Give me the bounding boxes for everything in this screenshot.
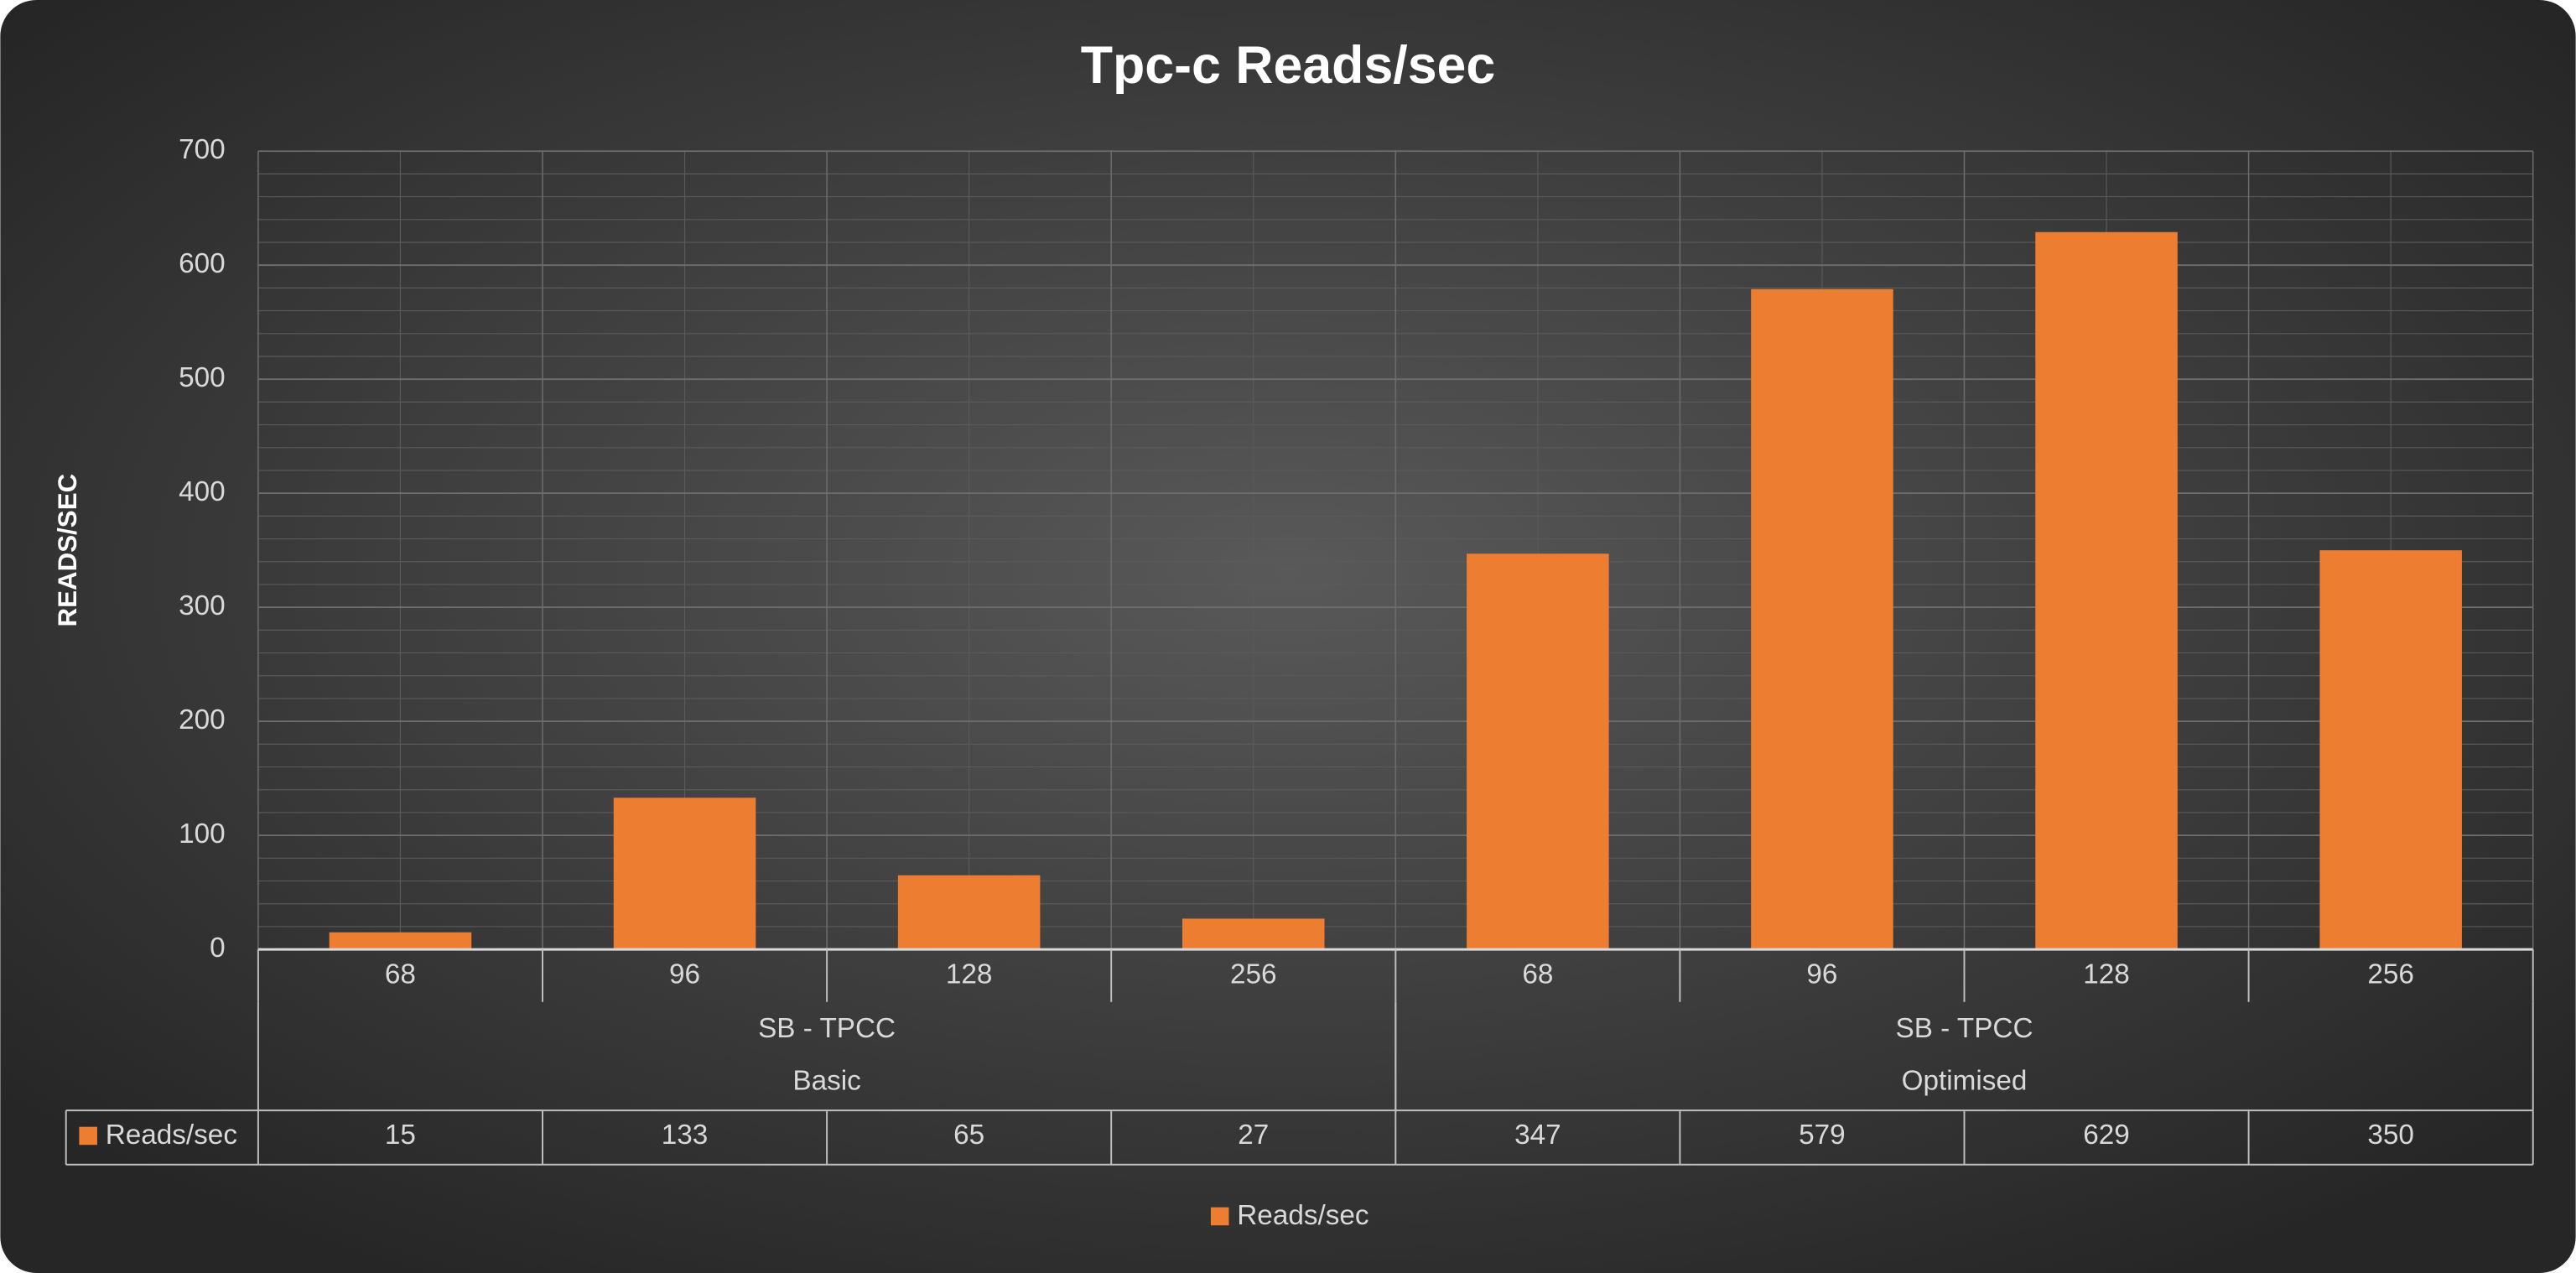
bar — [897, 875, 1041, 950]
bar — [2035, 231, 2178, 950]
y-tick-label: 700 — [179, 134, 226, 165]
legend-key — [79, 1126, 97, 1146]
table-value: 15 — [385, 1120, 416, 1151]
table-value: 350 — [2367, 1120, 2414, 1151]
bar — [1467, 553, 1609, 950]
x-tick-label: 68 — [385, 959, 416, 990]
chart-title: Tpc-c Reads/sec — [1081, 36, 1496, 95]
bar — [329, 932, 472, 950]
x-tick-label: 256 — [1230, 959, 1277, 990]
y-tick-label: 100 — [179, 818, 226, 850]
y-tick-label: 500 — [179, 362, 226, 393]
y-tick-label: 400 — [179, 476, 226, 507]
x-tick-label: 128 — [946, 959, 993, 990]
table-series-name: Reads/sec — [106, 1120, 237, 1151]
y-tick-label: 300 — [179, 590, 226, 621]
bar — [613, 798, 756, 950]
legend-key — [1210, 1207, 1229, 1226]
bar — [1751, 288, 1893, 950]
x-tick-label: 96 — [1806, 959, 1837, 990]
y-tick-label: 200 — [179, 704, 226, 735]
legend-label: Reads/sec — [1237, 1200, 1368, 1231]
table-value: 65 — [953, 1120, 984, 1151]
group-sublabel: Optimised — [1902, 1066, 2028, 1097]
x-tick-label: 256 — [2367, 959, 2414, 990]
table-value: 27 — [1238, 1120, 1269, 1151]
x-tick-label: 68 — [1522, 959, 1553, 990]
y-axis-title: READS/SEC — [53, 474, 82, 627]
table-value: 133 — [662, 1120, 709, 1151]
y-tick-label: 0 — [210, 933, 226, 964]
group-sublabel: Basic — [792, 1066, 860, 1097]
table-value: 579 — [1799, 1120, 1846, 1151]
y-tick-label: 600 — [179, 248, 226, 279]
group-label: SB - TPCC — [1896, 1013, 2033, 1044]
bar — [1182, 918, 1325, 950]
x-tick-label: 96 — [669, 959, 700, 990]
bar — [2319, 550, 2462, 950]
table-value: 347 — [1514, 1120, 1561, 1151]
group-label: SB - TPCC — [758, 1013, 896, 1044]
table-value: 629 — [2083, 1120, 2130, 1151]
x-tick-label: 128 — [2083, 959, 2130, 990]
